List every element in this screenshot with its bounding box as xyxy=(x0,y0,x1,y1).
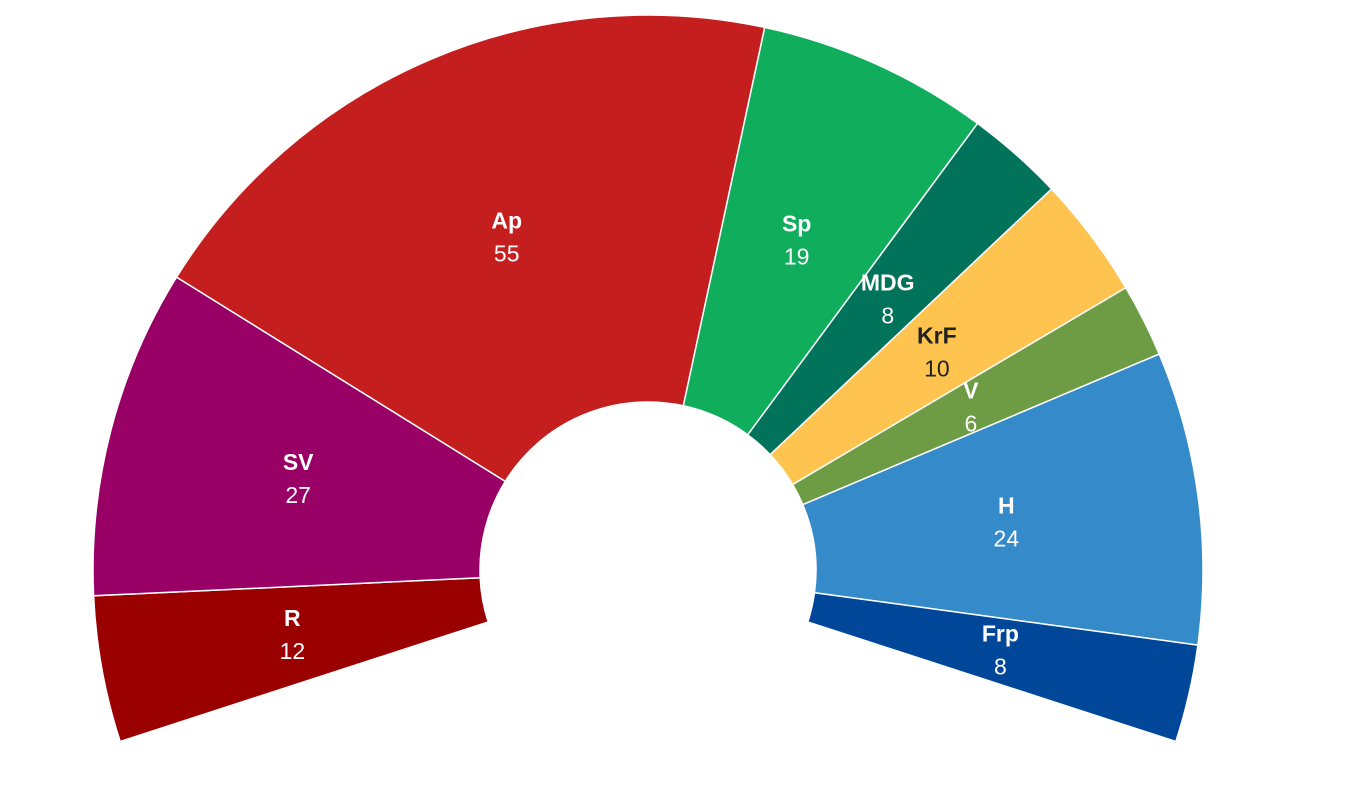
segment-value: 6 xyxy=(964,410,977,436)
segment-name: H xyxy=(998,493,1015,519)
segment-name: Sp xyxy=(782,211,811,237)
segment xyxy=(682,26,979,436)
segment-value: 27 xyxy=(285,482,311,508)
segment-name: KrF xyxy=(917,323,957,349)
segment-value: 55 xyxy=(494,240,520,266)
segment xyxy=(806,591,1199,743)
segment-value: 24 xyxy=(994,526,1020,552)
segment-name: R xyxy=(284,605,301,631)
segment xyxy=(801,353,1204,646)
segment-name: V xyxy=(963,377,979,403)
segment-value: 10 xyxy=(924,356,950,382)
segment xyxy=(92,276,507,597)
segment-value: 19 xyxy=(784,244,810,270)
segment-value: 8 xyxy=(881,302,894,328)
segment-name: Frp xyxy=(982,621,1019,647)
segment-name: MDG xyxy=(861,269,915,295)
segment-value: 8 xyxy=(994,654,1007,680)
segment xyxy=(175,14,766,483)
segment-value: 12 xyxy=(280,638,306,664)
segment-name: Ap xyxy=(491,207,522,233)
segment-name: SV xyxy=(283,449,314,475)
